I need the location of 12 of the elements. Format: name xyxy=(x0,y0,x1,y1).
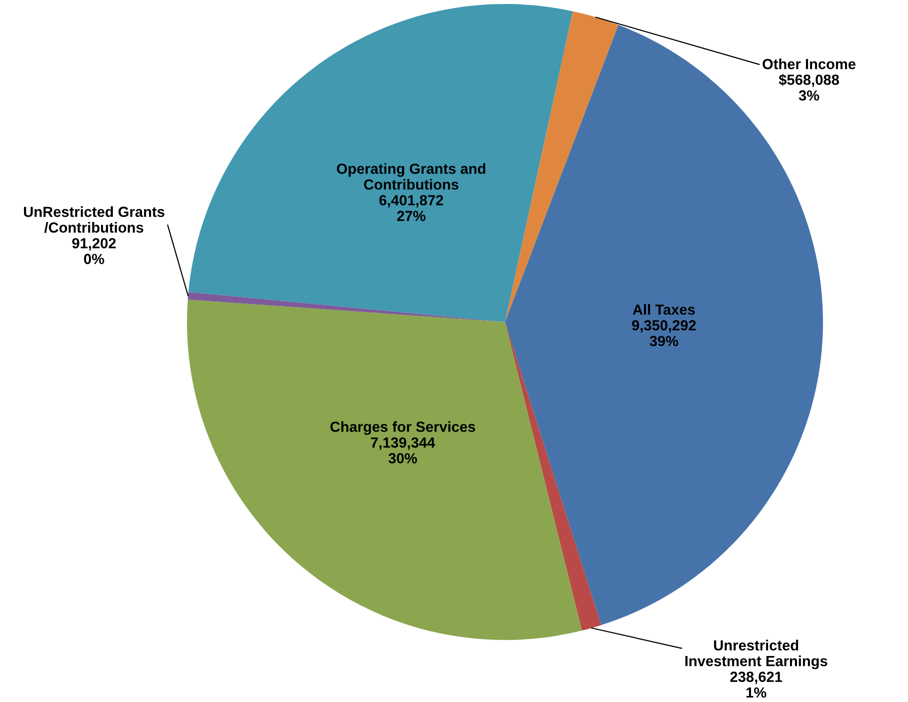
data-label: 238,621 1% xyxy=(730,672,782,698)
data-label: 91,202 0% xyxy=(72,238,116,264)
slice-label: All Taxes xyxy=(632,304,695,315)
slice-label: Charges for Services xyxy=(330,421,476,435)
data-label: 6,401,872 27% xyxy=(379,195,444,222)
slice-label: Operating Grants and Contributions xyxy=(336,163,486,190)
slice-label: Unrestricted Investment Earnings xyxy=(685,640,828,670)
slice-label: Other Income xyxy=(762,58,856,70)
data-label: 7,139,344 30% xyxy=(370,437,436,464)
data-label: 9,350,292 39% xyxy=(632,320,696,346)
data-label: $568,088 3% xyxy=(778,74,840,101)
slice-label: UnRestricted Grants /Contributions xyxy=(24,206,164,233)
